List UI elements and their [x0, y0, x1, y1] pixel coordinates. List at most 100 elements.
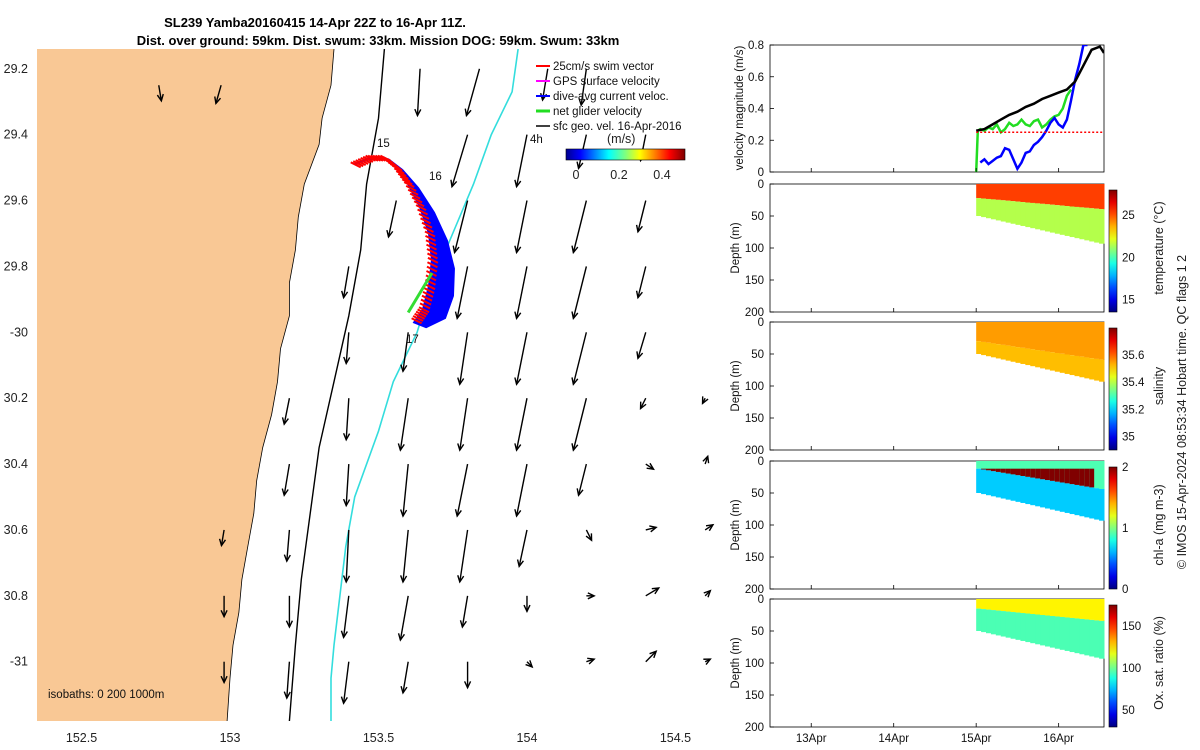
section-cell-upper [1054, 322, 1061, 354]
section-cell-upper [976, 322, 982, 342]
vector-head [386, 229, 394, 239]
vector-head [514, 179, 522, 189]
legend-geo-velocity: sfc geo. vel. 16-Apr-2016 [553, 121, 682, 133]
velocity-ylabel: velocity magnitude (m/s) [734, 46, 746, 171]
section-cell-band [1030, 468, 1036, 478]
vector-shaft [515, 398, 528, 451]
swim-vector-tick [426, 248, 438, 255]
section-cell-lower [1074, 484, 1080, 516]
vector-head [400, 364, 408, 373]
swim-vector-tick [412, 315, 424, 322]
vector-head [705, 523, 715, 532]
section-cell-lower [981, 341, 987, 356]
depth-tick-label: 150 [745, 413, 764, 425]
section-cell-lower [976, 198, 982, 216]
section-cell-lower [1054, 205, 1061, 234]
velocity-vector [285, 595, 294, 629]
vector-shaft [402, 661, 409, 694]
section-cell-band [1025, 468, 1031, 477]
velocity-vector [514, 463, 528, 518]
depth-tick-label: 50 [751, 488, 764, 500]
section-cell-lower [981, 198, 987, 218]
section-cell-upper [1040, 599, 1046, 615]
section-cell-upper [1030, 599, 1036, 615]
vector-shaft [639, 397, 647, 409]
swim-vector-tick [427, 256, 439, 264]
section-cell-lower [990, 610, 997, 635]
vector-head [636, 351, 644, 360]
section-cell-lower [990, 343, 997, 358]
section-cell-upper [981, 184, 987, 199]
velocity-vector [457, 332, 469, 386]
velocity-vector [342, 398, 351, 442]
velocity-vector [281, 463, 291, 497]
time-label-15: 15 [377, 138, 390, 150]
depth-tick-label: 50 [751, 626, 764, 638]
swim-vector-tick [425, 239, 437, 247]
section-cell-lower [995, 199, 1002, 221]
section-cell-lower [1064, 483, 1071, 513]
section-cell-lower [1020, 347, 1026, 364]
section-cell-lower [976, 468, 982, 493]
swim-vector-tick [365, 154, 377, 162]
section-cell-lower [1054, 481, 1061, 511]
vector-shaft [645, 526, 657, 531]
velocity-series-1 [979, 45, 1088, 172]
section-cell-lower [1069, 484, 1076, 515]
vector-head [452, 245, 460, 255]
map-ytick-label: -30 [10, 325, 28, 339]
section-cell-lower [1040, 350, 1046, 369]
section-cell-band [1020, 468, 1026, 476]
section-cell-lower [1020, 613, 1026, 641]
velocity-vector [703, 658, 712, 666]
swim-vector-tick [424, 230, 436, 238]
vector-head [703, 589, 712, 598]
section-cell-lower [1069, 206, 1076, 238]
section-cell-lower [1049, 480, 1056, 510]
track-time-labels: 15 16 17 4h [377, 134, 543, 346]
section-cell-lower [1045, 615, 1051, 647]
vector-head [214, 96, 222, 106]
vector-shaft [387, 200, 398, 238]
swim-vector-tick [360, 157, 372, 164]
vector-shaft [451, 134, 469, 187]
velocity-vector [463, 661, 472, 690]
vector-shaft [515, 200, 528, 253]
velocity-vector [701, 396, 709, 405]
isobaths-label: isobaths: 0 200 1000m [48, 689, 164, 701]
colorbar-tick-label: 0 [1122, 584, 1128, 596]
swim-vector-tick [372, 154, 384, 162]
section-cell-lower [1084, 207, 1090, 241]
velocity-vector [571, 200, 588, 255]
section-cell-lower [1045, 204, 1051, 232]
velocity-vector [400, 661, 409, 695]
vector-head [156, 93, 164, 103]
vector-head [585, 533, 593, 542]
map-colorbar: (m/s) 0 0.2 0.4 [565, 132, 686, 182]
section-cell-upper [1040, 322, 1046, 351]
legend-swim-vector: 25cm/s swim vector [553, 61, 654, 73]
swim-vector-tick [391, 164, 403, 172]
swim-vector-tick [411, 196, 423, 204]
section-cell-lower [1000, 344, 1007, 360]
section-cell-upper [1045, 322, 1051, 352]
velocity-vector [341, 266, 350, 300]
section-cell-lower [1005, 611, 1012, 638]
vector-head [587, 592, 596, 600]
section-cell-lower [1069, 355, 1076, 376]
section-cell-upper [1005, 184, 1012, 201]
swim-vector-tick [399, 175, 411, 183]
velocity-vector [450, 134, 469, 189]
section-cell-upper [1059, 184, 1066, 206]
section-cell-upper [976, 599, 982, 609]
vector-shaft [461, 595, 469, 628]
section-cell-lower [976, 341, 982, 354]
swim-vector-tick [355, 159, 367, 166]
vector-head [463, 681, 472, 690]
vector-head [397, 633, 406, 642]
depth-tick-label: 100 [745, 381, 764, 393]
depth-tick-label: 0 [758, 317, 764, 329]
vector-head [571, 443, 579, 452]
vector-head [703, 658, 712, 666]
